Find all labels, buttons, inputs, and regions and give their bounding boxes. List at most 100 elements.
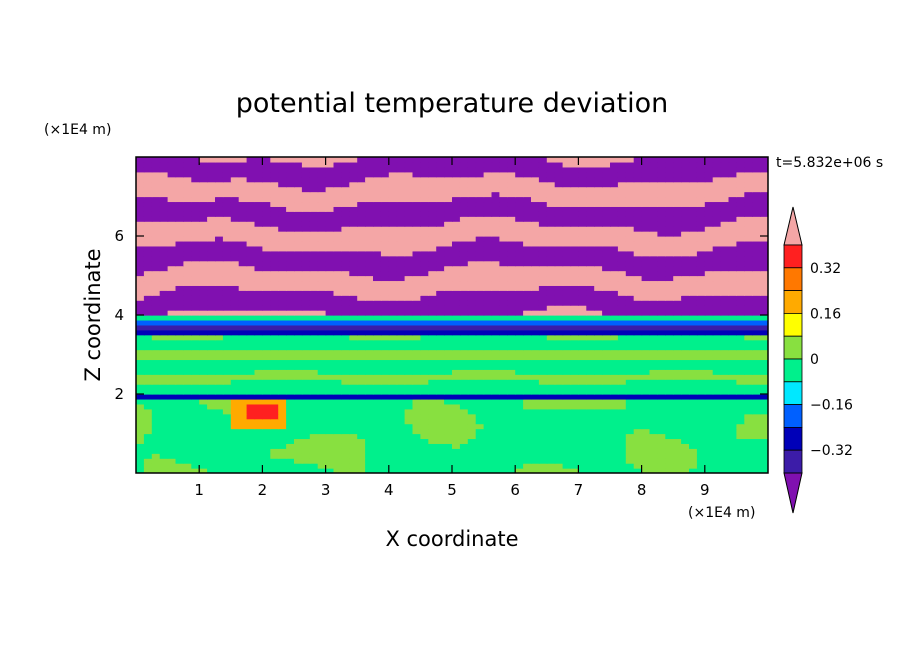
field-cell [167,250,177,257]
field-cell [278,433,287,440]
field-cell [602,428,611,435]
field-cell [452,374,461,380]
field-cell [515,216,524,222]
field-cell [602,231,611,237]
field-cell [704,324,714,331]
field-cell [341,245,350,252]
field-cell [641,236,651,242]
field-cell [199,245,208,252]
field-cell [744,334,753,341]
field-cell [396,315,406,321]
field-cell [388,334,398,341]
field-cell [594,433,603,440]
field-cell [578,176,587,183]
field-cell [270,295,279,301]
field-cell [736,329,745,336]
field-cell [554,349,564,356]
field-cell [175,206,184,212]
field-cell [246,438,256,444]
field-cell [286,364,295,370]
field-cell [143,384,153,390]
field-cell [230,295,240,301]
field-cell [428,418,437,425]
field-cell [270,275,279,282]
field-cell [499,270,508,277]
field-cell [278,413,287,420]
field-cell [594,285,603,291]
field-cell [649,275,658,282]
field-cell [341,265,350,272]
field-cell [641,394,651,400]
field-cell [167,344,177,351]
field-cell [681,236,690,242]
field-cell [349,329,358,336]
field-cell [633,374,643,380]
field-cell [380,280,390,286]
field-cell [523,349,532,356]
field-cell [167,359,177,365]
field-cell [215,171,224,178]
field-cell [594,206,603,212]
field-cell [696,468,706,473]
field-cell [546,354,556,361]
field-cell [610,250,619,257]
field-cell [380,285,390,291]
field-cell [246,275,256,282]
field-cell [673,245,682,252]
field-cell [546,423,556,430]
field-cell [610,206,619,212]
field-cell [491,176,500,183]
field-cell [246,418,256,425]
field-cell [388,300,398,306]
field-cell [665,389,674,395]
field-cell [341,290,350,296]
field-cell [617,250,627,257]
field-cell [594,171,603,178]
field-cell [760,300,768,306]
field-cell [215,448,224,454]
field-cell [523,369,532,375]
field-cell [309,255,319,262]
field-cell [262,231,271,237]
field-cell [199,221,208,227]
field-cell [736,384,745,390]
field-cell [586,280,595,286]
field-cell [649,344,658,351]
field-cell [649,384,658,390]
field-cell [538,315,548,321]
field-cell [736,408,745,415]
field-cell [215,295,224,301]
field-cell [696,413,706,420]
field-cell [610,448,619,454]
field-cell [388,319,398,326]
field-cell [546,319,556,326]
field-cell [744,423,753,430]
field-cell [222,428,232,435]
field-cell [562,334,572,341]
field-cell [720,423,730,430]
field-cell [365,329,374,336]
field-cell [420,354,429,361]
field-cell [633,319,643,326]
field-cell [191,329,200,336]
field-cell [538,453,548,459]
field-cell [736,171,745,178]
field-cell [294,463,303,469]
field-cell [317,349,327,356]
field-cell [325,324,335,331]
field-cell [633,379,643,385]
field-cell [515,443,524,449]
field-cell [286,339,295,346]
field-cell [301,453,311,459]
field-cell [467,364,477,370]
field-cell [507,310,516,316]
field-cell [333,364,342,370]
field-cell [546,186,556,193]
field-cell [317,260,327,267]
field-cell [404,433,414,440]
field-cell [191,206,200,212]
field-cell [167,334,177,341]
field-cell [325,344,335,351]
field-cell [317,236,327,242]
field-cell [673,265,682,272]
